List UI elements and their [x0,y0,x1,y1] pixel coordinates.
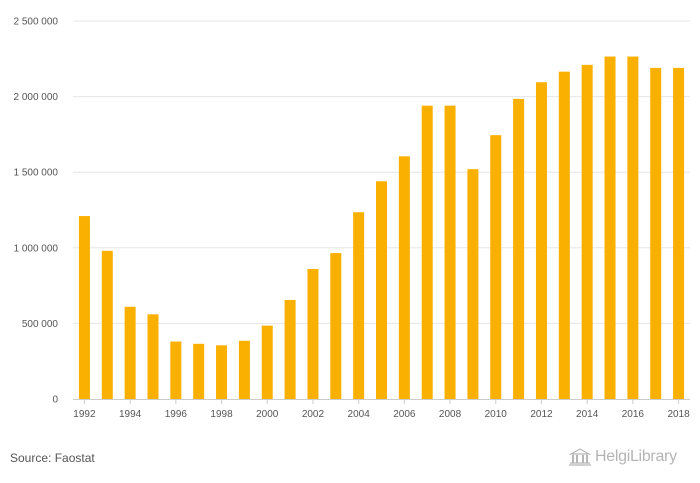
y-tick-label: 2 000 000 [14,92,59,103]
bar-1993 [101,250,113,399]
bar-2011 [513,98,525,400]
x-tick-label: 2004 [348,409,371,420]
bar-2015 [604,56,616,399]
x-tick-label: 2016 [622,409,645,420]
bar-2006 [398,156,410,399]
library-building-icon [568,448,592,466]
bar-2003 [330,253,342,399]
x-tick-label: 2006 [393,409,416,420]
bar-2005 [376,181,387,399]
y-axis-labels: 0 500 000 1 000 000 1 500 000 2 000 000 2 500… [14,17,59,406]
bar-1999 [238,340,250,399]
y-tick-label: 500 000 [22,319,59,330]
x-tick-label: 2012 [530,409,553,420]
bars [78,56,685,400]
y-tick-label: 0 [52,395,58,406]
bar-2013 [558,71,570,399]
helgi-library-logo: HelgiLibrary [568,448,677,466]
bar-2010 [490,135,502,399]
bar-2001 [284,299,296,399]
bar-2014 [581,64,593,400]
bar-2017 [650,67,662,399]
bar-1992 [78,216,90,399]
x-tick-label: 2000 [256,409,279,420]
bar-chart: 0 500 000 1 000 000 1 500 000 2 000 000 2 500… [14,17,691,421]
bar-1998 [216,345,228,399]
bar-2016 [627,56,639,399]
source-note: Source: Faostat [10,451,95,465]
y-tick-label: 1 000 000 [14,243,59,254]
y-tick-label: 1 500 000 [14,168,59,179]
bar-1996 [170,341,182,399]
x-tick-label: 1998 [210,409,233,420]
x-tick-label: 2018 [667,409,690,420]
bar-2004 [353,212,365,399]
x-tick-label: 2010 [485,409,508,420]
x-tick-label: 1994 [119,409,142,420]
bar-2012 [535,82,547,400]
x-tick-label: 1992 [73,409,96,420]
bar-2007 [421,105,433,399]
bar-2002 [307,268,319,399]
y-tick-label: 2 500 000 [14,17,59,28]
x-tick-label: 2008 [439,409,462,420]
bar-1995 [147,314,159,399]
x-tick-label: 2002 [302,409,325,420]
bar-2000 [261,325,273,399]
bar-1994 [124,306,136,399]
bar-2009 [467,169,479,399]
x-tick-label: 1996 [165,409,188,420]
bar-2018 [673,67,685,399]
x-tick-label: 2014 [576,409,599,420]
logo-text: HelgiLibrary [595,448,677,465]
bar-2008 [444,105,456,399]
x-axis-labels: 1992 1994 1996 1998 2000 2002 2004 2006 2008 2010… [73,399,690,420]
bar-1997 [193,343,205,399]
